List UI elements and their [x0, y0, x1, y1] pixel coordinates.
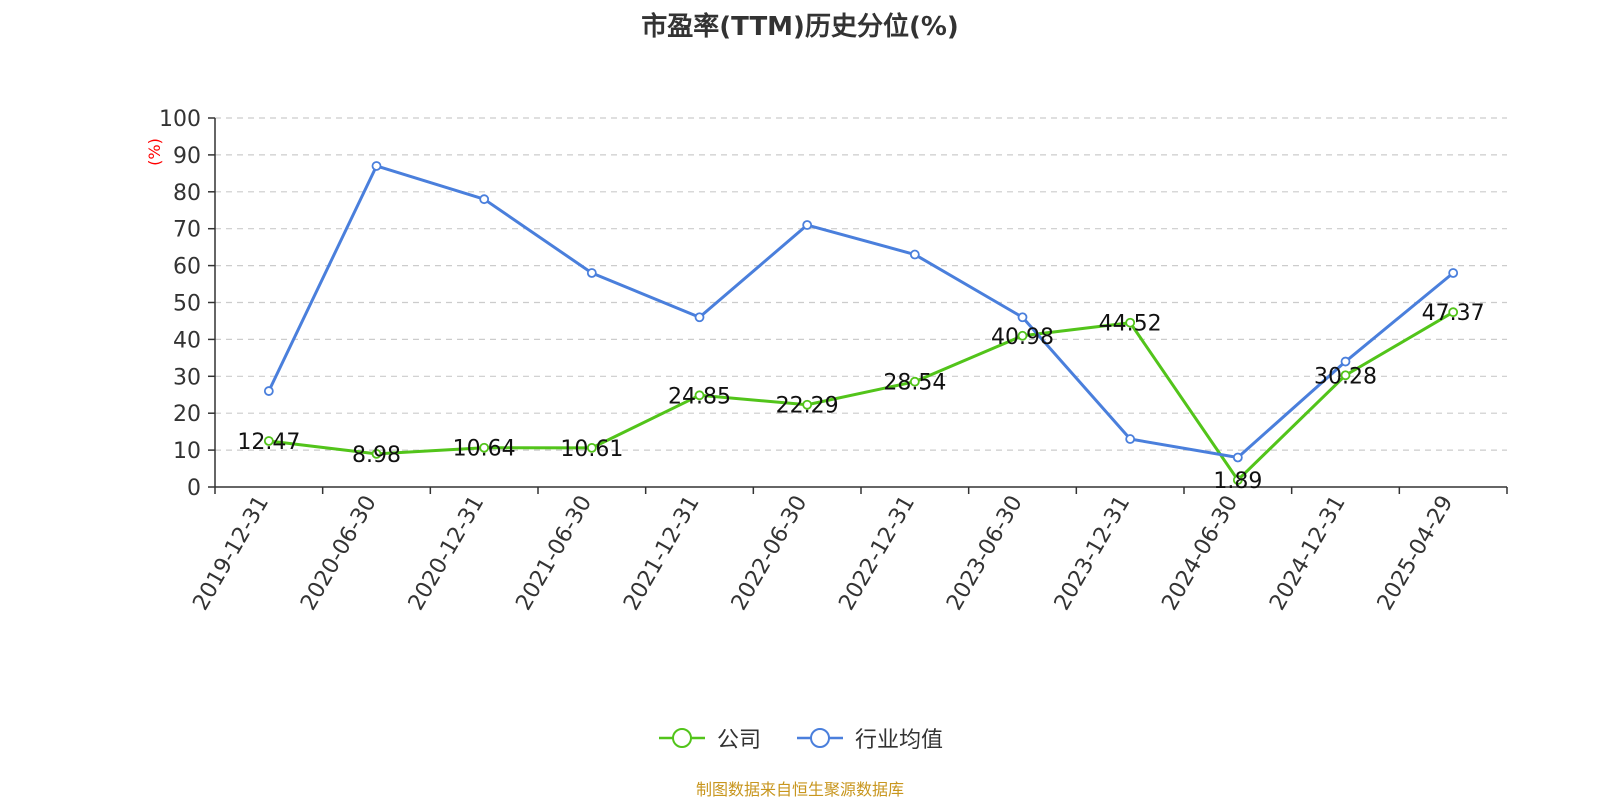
axis-layer: 0 10 20 30 40 50 60 70 80 90 100 (%) 2019-12-31 2020-…	[145, 107, 1508, 615]
source-note: 制图数据来自恒生聚源数据库	[695, 780, 904, 799]
legend-label: 行业均值	[855, 728, 944, 753]
series-point-0	[586, 442, 597, 453]
y-tick-label: 60	[173, 255, 201, 280]
series-point-0	[1017, 330, 1028, 341]
series-point-1	[586, 268, 597, 278]
series-point-1	[1017, 312, 1028, 323]
x-tick-label: 2020-06-30	[296, 492, 382, 615]
chart-title: 市盈率(TTM)历史分位(%)	[641, 12, 959, 42]
series-line-1	[267, 164, 1455, 459]
series-point-0	[694, 390, 705, 401]
data-label-layer: 12.47 8.98 10.64 10.61 24.85 22.29 28.54 40.98 4…	[237, 301, 1484, 494]
x-tick-label: 2022-06-30	[727, 492, 813, 615]
x-tick-label: 2024-12-31	[1265, 492, 1351, 615]
legend: 公司 行业均值	[0, 722, 1600, 754]
x-tick-label: 2021-12-31	[619, 492, 705, 615]
x-tick-label: 2019-12-31	[188, 492, 274, 615]
legend-item-0[interactable]: 公司	[657, 722, 761, 754]
series-point-1	[909, 249, 920, 260]
series-layer	[263, 161, 1459, 485]
data-label: 10.64	[453, 437, 516, 462]
y-tick-label: 0	[187, 476, 201, 501]
x-tick-label: 2025-04-29	[1373, 492, 1459, 615]
series-point-0	[1232, 475, 1243, 485]
series-point-1	[694, 312, 705, 323]
y-tick-label: 20	[173, 402, 201, 427]
y-tick-label: 90	[173, 144, 201, 169]
series-point-0	[909, 376, 920, 387]
series-point-0	[1125, 317, 1136, 328]
data-label: 12.47	[237, 430, 300, 455]
y-tick-label: 30	[173, 365, 201, 390]
y-axis-label: (%)	[145, 138, 164, 166]
data-label: 28.54	[883, 371, 946, 396]
series-point-1	[1340, 356, 1351, 367]
grid-layer	[215, 117, 1507, 451]
y-tick-label: 100	[159, 107, 201, 132]
series-line-0	[268, 310, 1454, 482]
x-tick-label: 2021-06-30	[511, 492, 597, 615]
y-tick-label: 50	[173, 292, 201, 317]
legend-line-circle-icon	[658, 728, 705, 748]
series-point-1	[1232, 452, 1243, 463]
data-label: 44.52	[1099, 312, 1162, 337]
series-point-1	[263, 386, 274, 396]
data-label: 40.98	[991, 325, 1054, 350]
y-tick-label: 40	[173, 328, 201, 353]
series-point-0	[1340, 370, 1351, 381]
x-tick-label: 2023-06-30	[942, 492, 1028, 615]
y-tick-label: 10	[173, 439, 201, 464]
legend-line-circle-icon	[797, 728, 843, 748]
data-label: 1.89	[1213, 469, 1262, 494]
y-tick-label: 80	[173, 181, 201, 206]
series-point-1	[371, 161, 382, 171]
x-tick-label: 2020-12-31	[404, 491, 490, 614]
y-tick-label: 70	[173, 218, 201, 243]
series-point-1	[479, 194, 490, 205]
data-label: 8.98	[352, 443, 401, 468]
legend-item-1[interactable]: 行业均值	[795, 722, 943, 754]
series-point-0	[1448, 307, 1459, 318]
series-point-0	[802, 399, 813, 410]
data-label: 24.85	[668, 384, 731, 409]
data-label: 10.61	[560, 437, 623, 462]
series-point-0	[371, 448, 382, 459]
legend-label: 公司	[716, 728, 761, 753]
x-tick-label: 2023-12-31	[1050, 492, 1136, 615]
data-label: 30.28	[1314, 364, 1377, 389]
x-tick-label: 2024-06-30	[1157, 492, 1243, 615]
x-tick-label: 2022-12-31	[834, 491, 920, 614]
series-point-0	[263, 436, 274, 446]
series-point-1	[802, 220, 813, 230]
series-point-1	[1125, 434, 1136, 444]
series-point-0	[479, 442, 490, 453]
series-point-1	[1448, 268, 1459, 278]
data-label: 22.29	[776, 394, 839, 419]
data-label: 47.37	[1422, 301, 1485, 326]
